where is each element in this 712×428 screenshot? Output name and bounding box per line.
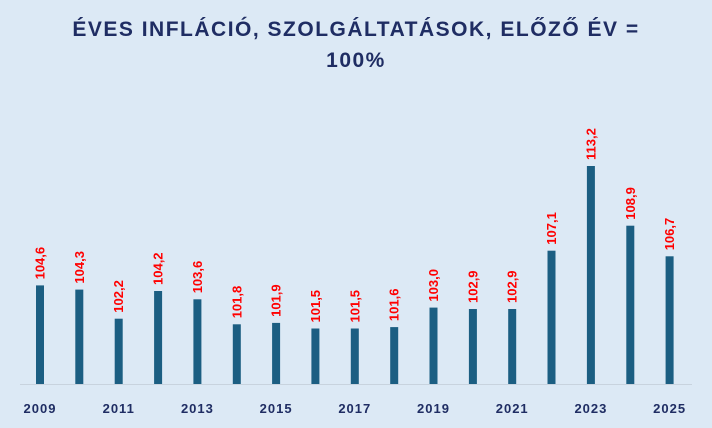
bar-2023 — [586, 166, 595, 384]
x-tick-label-2013: 2013 — [181, 401, 214, 416]
x-tick-label-2019: 2019 — [417, 401, 450, 416]
x-tick-label-2015: 2015 — [260, 401, 293, 416]
value-label-2020: 102,9 — [465, 270, 480, 303]
value-label-2015: 101,9 — [269, 284, 284, 317]
value-label-2013: 103,6 — [190, 261, 205, 294]
value-label-2012: 104,2 — [151, 252, 166, 285]
x-tick-label-2009: 2009 — [24, 401, 57, 416]
chart-title: ÉVES INFLÁCIÓ, SZOLGÁLTATÁSOK, ELŐZŐ ÉV … — [0, 14, 712, 76]
bar-2021 — [508, 309, 517, 384]
bar-2011 — [114, 318, 123, 384]
bar-2019 — [429, 307, 438, 384]
bar-2013 — [193, 299, 202, 384]
value-label-2011: 102,2 — [111, 280, 126, 313]
bar-2020 — [468, 309, 477, 384]
x-tick-label-2025: 2025 — [653, 401, 686, 416]
x-tick-label-2023: 2023 — [574, 401, 607, 416]
bar-2022 — [547, 250, 556, 384]
value-label-2024: 108,9 — [623, 187, 638, 220]
bar-2017 — [350, 328, 359, 384]
x-tick-label-2011: 2011 — [103, 401, 135, 416]
bar-2025 — [665, 256, 674, 384]
value-label-2009: 104,6 — [33, 247, 48, 280]
x-tick-label-2017: 2017 — [338, 401, 371, 416]
bar-2009 — [36, 285, 44, 384]
bar-2016 — [311, 328, 320, 384]
bar-2012 — [154, 291, 163, 384]
chart-title-line-2: 100% — [326, 49, 386, 72]
bar-2018 — [390, 327, 399, 384]
x-tick-label-2021: 2021 — [496, 401, 529, 416]
bar-2010 — [75, 289, 84, 384]
value-label-2018: 101,6 — [387, 289, 402, 322]
value-label-2023: 113,2 — [583, 128, 598, 160]
value-label-2019: 103,0 — [426, 269, 441, 302]
value-label-2010: 104,3 — [72, 251, 87, 284]
bar-2014 — [232, 324, 241, 384]
value-label-2021: 102,9 — [505, 270, 520, 303]
bar-2015 — [272, 322, 281, 384]
value-label-2025: 106,7 — [662, 218, 677, 251]
value-label-2017: 101,5 — [347, 290, 362, 323]
value-label-2016: 101,5 — [308, 290, 323, 323]
value-label-2022: 107,1 — [544, 212, 559, 245]
chart-title-line-1: ÉVES INFLÁCIÓ, SZOLGÁLTATÁSOK, ELŐZŐ ÉV … — [72, 18, 640, 41]
value-label-2014: 101,8 — [229, 286, 244, 319]
bar-2024 — [626, 225, 635, 384]
